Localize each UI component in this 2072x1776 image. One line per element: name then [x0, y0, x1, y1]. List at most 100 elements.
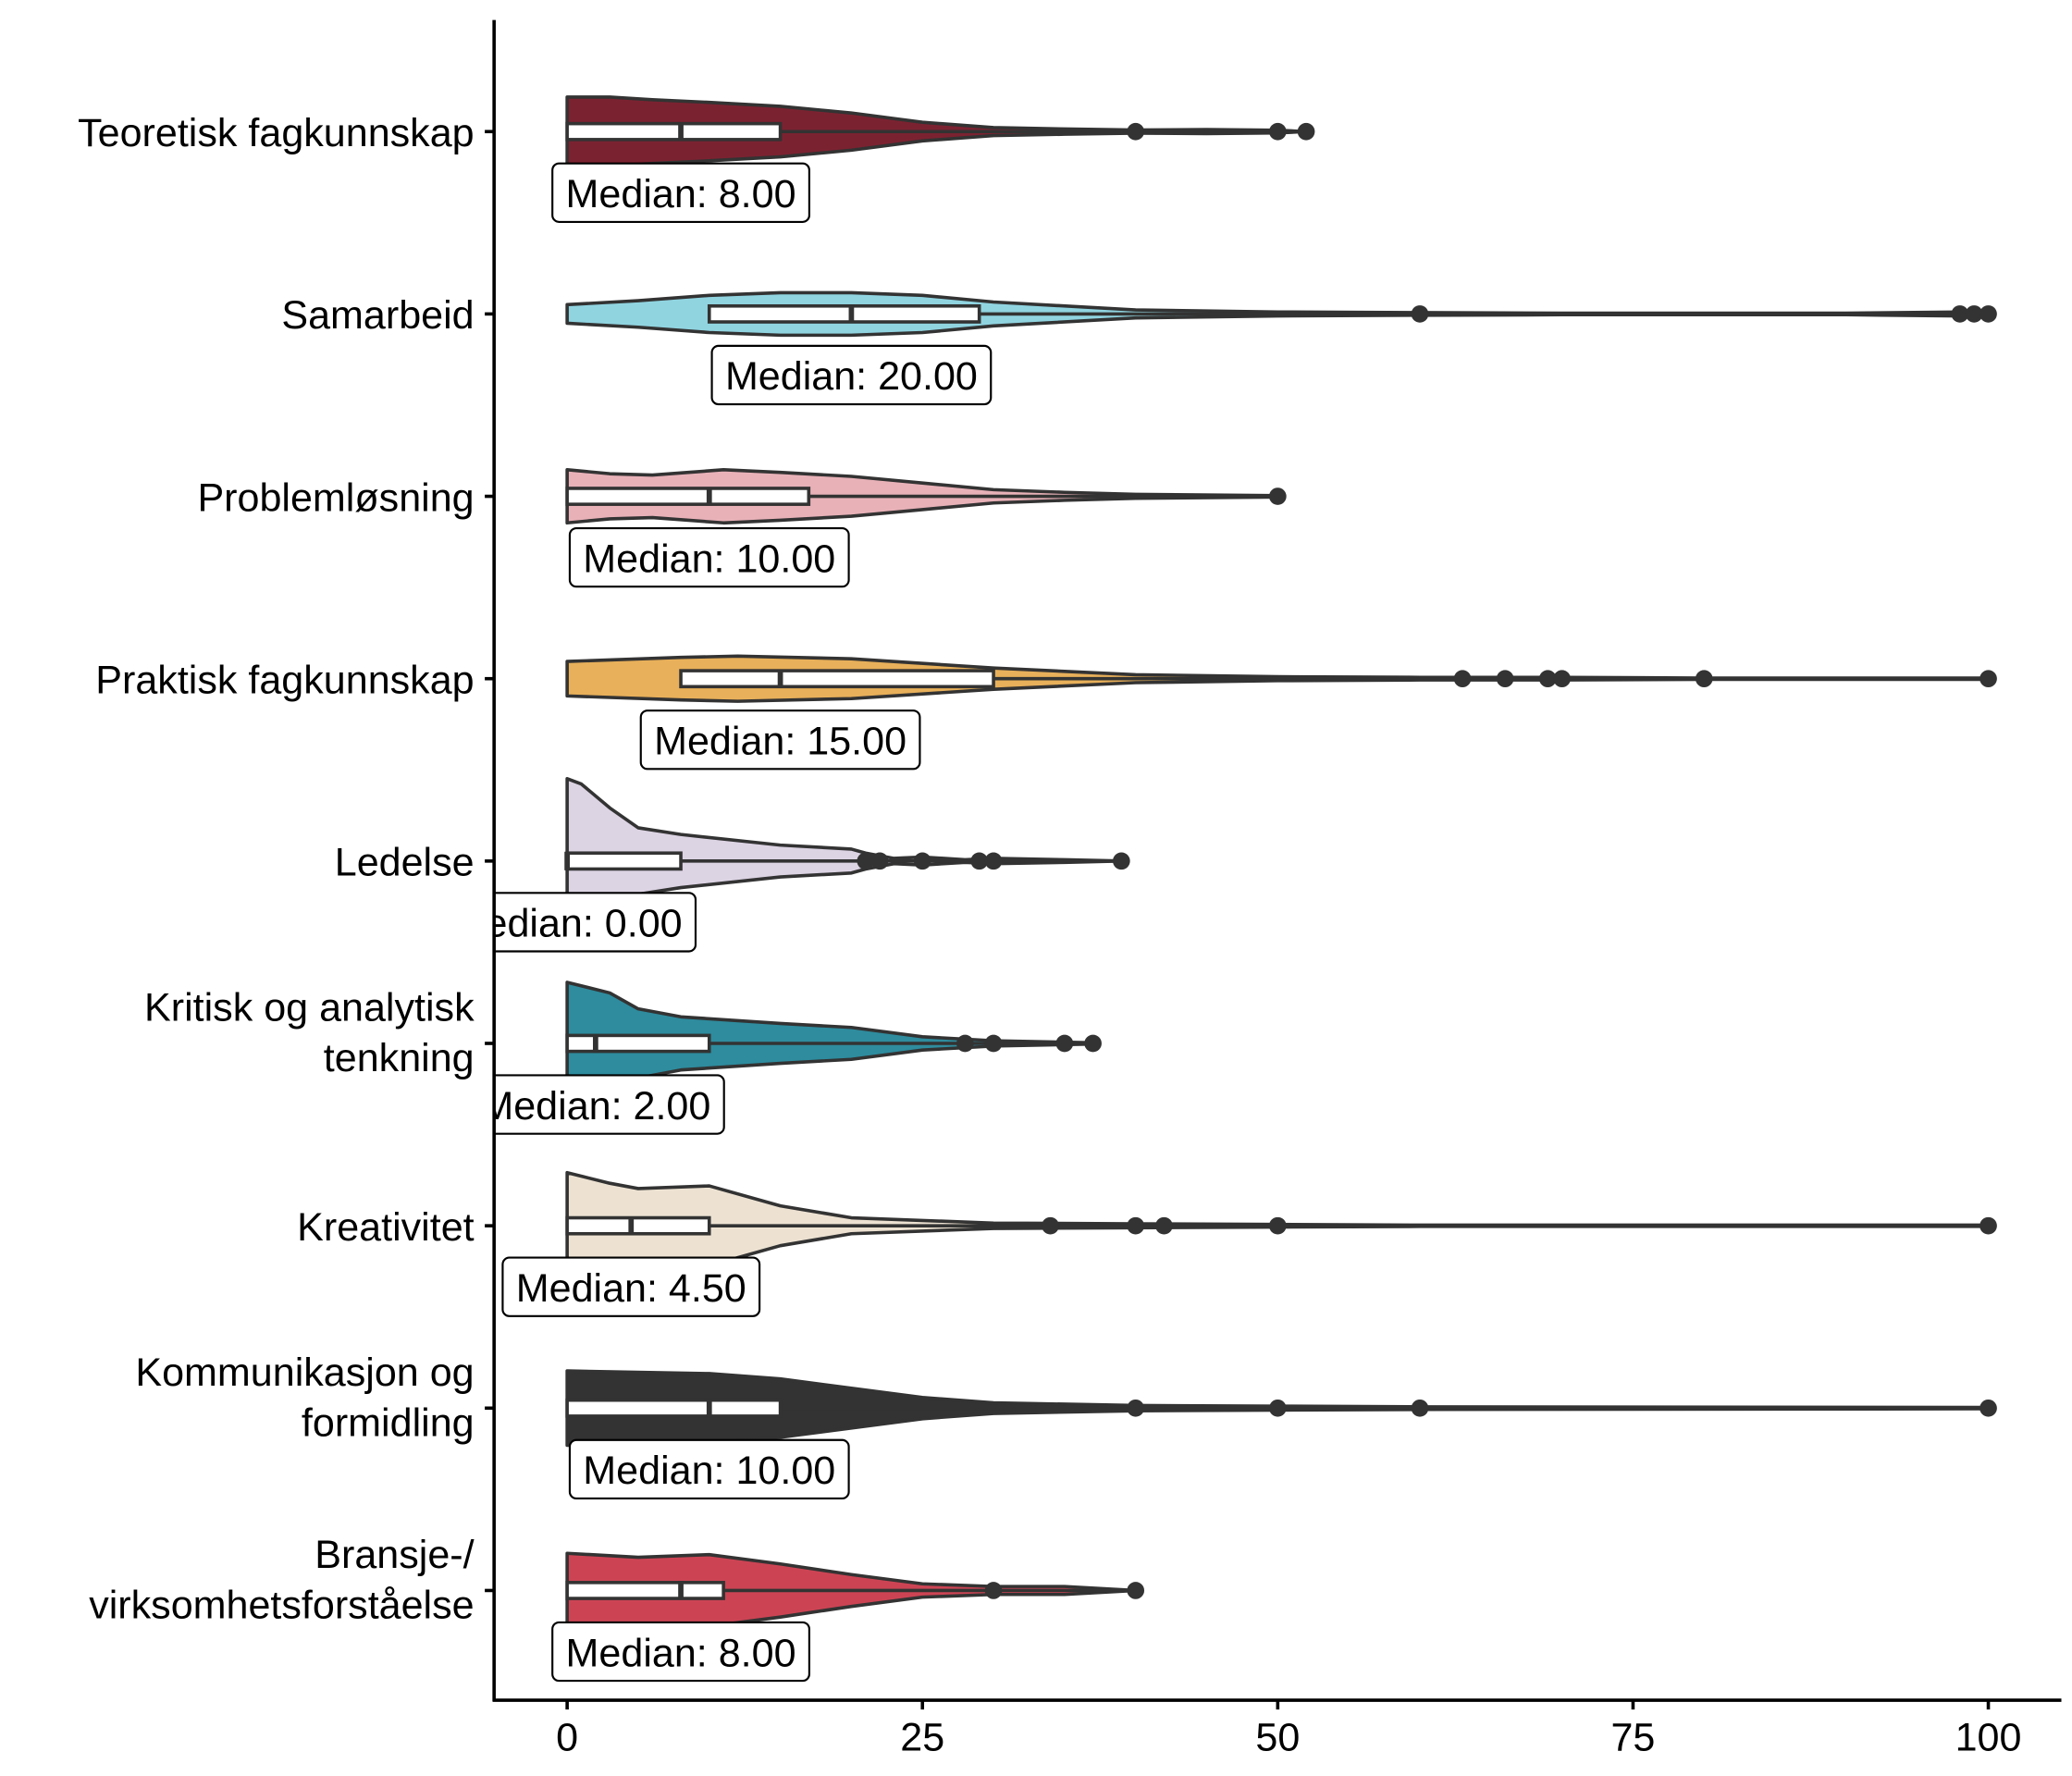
outlier-point: [1269, 487, 1287, 505]
median-label: Median: 8.00: [551, 162, 810, 223]
outlier-point: [1553, 670, 1571, 688]
median-label: Median: 15.00: [639, 709, 921, 771]
outlier-point: [1127, 1399, 1145, 1417]
median-label: Median: 10.00: [568, 526, 850, 588]
median-label-box: [501, 1256, 761, 1317]
median-label-text: Median: 2.00: [480, 1084, 710, 1128]
median-label-box: [551, 162, 810, 223]
outlier-point: [984, 852, 1003, 870]
x-tick-label: 25: [900, 1716, 944, 1760]
box: [707, 303, 981, 324]
y-axis: Teoretisk fagkunnskap Samarbeid Problemløs…: [78, 111, 495, 1628]
median-label-box: [568, 526, 850, 588]
x-tick-label: 75: [1610, 1716, 1655, 1760]
outlier-point: [970, 852, 989, 870]
x-axis: 0 25 50 75 100: [556, 1700, 2021, 1760]
outlier-point: [1980, 305, 1997, 323]
violin-group: Median: 8.00: [551, 1551, 1145, 1683]
median-label-text: Median: 8.00: [566, 1631, 796, 1675]
outlier-point: [1297, 122, 1315, 141]
outlier-point: [1951, 305, 1969, 323]
outlier-point: [1084, 1034, 1102, 1053]
violin-group: Median: 8.00: [551, 95, 1315, 223]
box: [565, 1033, 711, 1054]
outlier-point: [1496, 670, 1514, 688]
outlier-point: [1042, 1216, 1059, 1235]
outlier-point: [984, 1582, 1003, 1599]
x-tick-label: 100: [1955, 1716, 2022, 1760]
outlier-point: [1269, 1399, 1287, 1417]
outlier-point: [913, 852, 931, 870]
outlier-point: [1980, 670, 1997, 688]
box: [565, 487, 811, 506]
median-label-text: Median: 15.00: [654, 720, 906, 764]
outlier-point: [1127, 122, 1145, 141]
outlier-point: [1055, 1034, 1074, 1053]
median-label: Median: 20.00: [710, 344, 993, 406]
plot-area: Median: 8.00 Median: 20.00 Median: 10.00 Me…: [452, 95, 1997, 1683]
median-label-text: Median: 0.00: [452, 902, 683, 946]
outlier-point: [1127, 1216, 1145, 1235]
outlier-point: [1695, 670, 1713, 688]
outlier-point: [1269, 1216, 1287, 1235]
median-label-text: Median: 4.50: [516, 1266, 746, 1311]
y-tick-label: Kritisk og analytisk: [144, 986, 475, 1030]
box: [565, 1215, 711, 1236]
violin-group: Median: 20.00: [565, 290, 1997, 406]
median-label-box: [551, 1621, 810, 1683]
outlier-point: [1538, 670, 1557, 688]
median-label-text: Median: 10.00: [583, 1449, 835, 1493]
x-tick-label: 50: [1255, 1716, 1300, 1760]
box: [565, 1398, 783, 1418]
y-tick-label: Bransje-/: [314, 1533, 474, 1577]
outlier-point: [1269, 122, 1287, 141]
outlier-point: [1980, 1399, 1997, 1417]
violin-group: Median: 0.00: [452, 777, 1130, 953]
outlier-point: [1453, 670, 1472, 688]
y-tick-label: Problemløsning: [197, 475, 474, 520]
median-label-text: Median: 10.00: [583, 536, 835, 581]
median-label-box: [639, 709, 921, 771]
y-tick-label: Kommunikasjon og: [135, 1350, 474, 1395]
outlier-point: [984, 1034, 1003, 1053]
outlier-point: [1965, 305, 1983, 323]
median-label-box: [495, 1074, 725, 1135]
median-label-text: Median: 20.00: [725, 354, 978, 399]
outlier-point: [1155, 1216, 1173, 1235]
y-tick-label: Teoretisk fagkunnskap: [78, 111, 474, 155]
y-tick-label: Samarbeid: [281, 293, 474, 338]
y-tick-label: tenkning: [324, 1036, 475, 1080]
y-tick-label: Kreativitet: [297, 1205, 475, 1250]
violin-group: Median: 2.00: [480, 980, 1102, 1135]
outlier-point: [1112, 852, 1130, 870]
median-label: Median: 8.00: [551, 1621, 810, 1683]
median-label: Median: 10.00: [568, 1438, 850, 1500]
box: [565, 1581, 725, 1600]
median-label-box: [568, 1438, 850, 1500]
outlier-point: [956, 1034, 974, 1053]
outlier-point: [870, 852, 889, 870]
median-label-box: [495, 892, 697, 953]
outlier-point: [1980, 1216, 1997, 1235]
median-label-box: [710, 344, 993, 406]
outlier-point: [1127, 1582, 1145, 1599]
box: [565, 851, 683, 871]
median-label: Median: 4.50: [501, 1256, 761, 1317]
violin-group: Median: 15.00: [565, 654, 1997, 771]
y-tick-label: virksomhetsforståelse: [89, 1584, 474, 1628]
box: [565, 121, 783, 142]
y-tick-label: Praktisk fagkunnskap: [95, 658, 474, 702]
x-tick-label: 0: [556, 1716, 578, 1760]
median-label: Median: 2.00: [480, 1074, 725, 1135]
y-tick-label: Ledelse: [335, 841, 475, 885]
median-label-text: Median: 8.00: [566, 172, 796, 216]
y-tick-label: formidling: [302, 1400, 475, 1445]
median-label: Median: 0.00: [452, 892, 697, 953]
violin-group: Median: 4.50: [501, 1170, 1997, 1317]
outlier-point: [857, 852, 875, 870]
violin-group: Median: 10.00: [565, 468, 1287, 588]
violin-group: Median: 10.00: [565, 1369, 1997, 1500]
box: [679, 669, 995, 689]
outlier-point: [1411, 305, 1429, 323]
